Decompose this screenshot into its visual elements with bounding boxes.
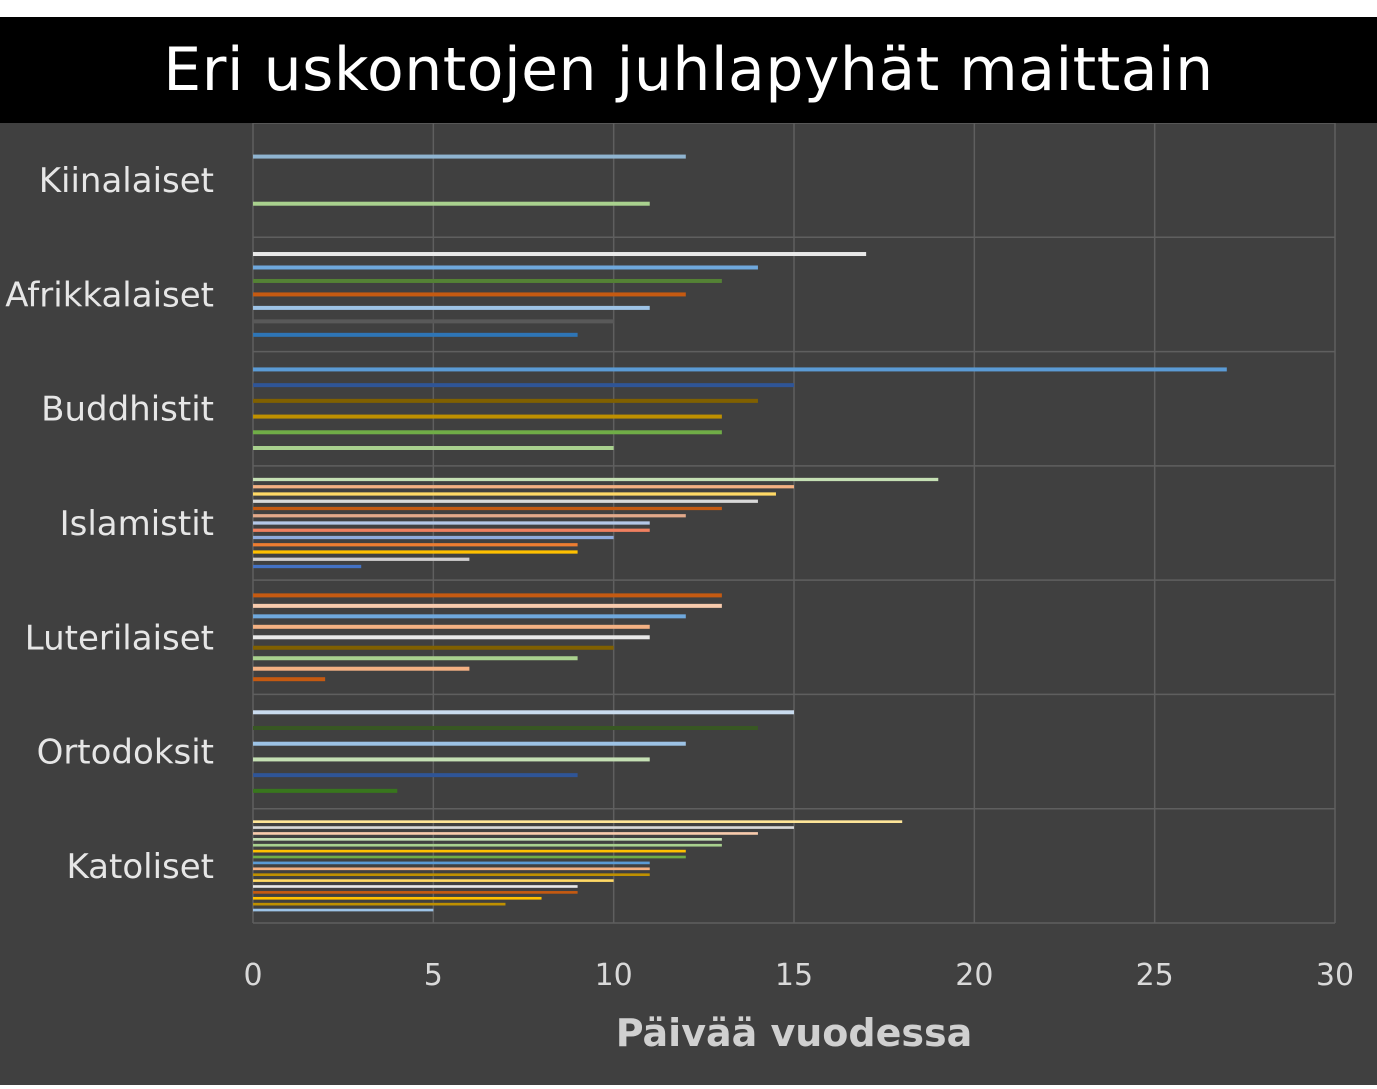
bar <box>253 292 686 297</box>
bar-group-luterilaiset <box>253 593 722 682</box>
bar-group-islamistit <box>253 477 939 569</box>
bar <box>253 757 650 762</box>
category-label: Afrikkalaiset <box>5 275 214 315</box>
bar <box>253 430 722 435</box>
bar <box>253 528 650 532</box>
bar <box>253 891 578 894</box>
category-label: Luterilaiset <box>25 618 214 658</box>
x-tick-label: 15 <box>775 958 813 993</box>
bar <box>253 902 506 906</box>
category-labels: Kiinalaiset Afrikkalaiset Buddhistit Islami… <box>5 161 214 887</box>
bar <box>253 446 614 450</box>
bar <box>253 908 434 912</box>
bar <box>253 398 758 403</box>
category-label: Ortodoksit <box>37 733 214 773</box>
bar <box>253 832 758 835</box>
bar <box>253 656 578 661</box>
bars <box>253 154 1227 912</box>
bar <box>253 788 398 793</box>
x-tick-label: 0 <box>243 958 262 993</box>
bar <box>253 514 686 518</box>
bar <box>253 826 794 829</box>
bar <box>253 645 614 650</box>
bar <box>253 614 686 619</box>
bar <box>253 635 650 640</box>
bar <box>253 154 686 159</box>
bar <box>253 849 686 853</box>
bar <box>253 879 614 882</box>
bar <box>253 492 776 496</box>
title-bar: Eri uskontojen juhlapyhät maittain <box>0 17 1377 123</box>
bar-group-buddhistit <box>253 367 1227 450</box>
bar <box>253 861 650 865</box>
chart-title: Eri uskontojen juhlapyhät maittain <box>163 35 1214 105</box>
chart-area: Kiinalaiset Afrikkalaiset Buddhistit Islami… <box>0 123 1377 1085</box>
bar <box>253 820 903 823</box>
bar <box>253 843 722 847</box>
category-label: Katoliset <box>66 847 214 887</box>
x-tick-label: 5 <box>424 958 443 993</box>
bar <box>253 726 758 730</box>
bar <box>253 564 362 569</box>
x-axis-ticks: 0 5 10 15 20 25 30 <box>243 958 1354 993</box>
bar <box>253 543 578 547</box>
bar <box>253 677 326 682</box>
bar <box>253 521 650 525</box>
bar <box>253 485 794 489</box>
grid-lines <box>252 123 1336 924</box>
x-tick-label: 20 <box>955 958 993 993</box>
bar <box>253 624 650 629</box>
bar <box>253 593 722 598</box>
bar <box>253 278 722 283</box>
bar <box>253 252 867 257</box>
bar <box>253 873 650 877</box>
bar <box>253 265 758 270</box>
bar <box>253 506 722 511</box>
bar <box>253 838 722 841</box>
bar <box>253 666 470 671</box>
bar <box>253 867 650 871</box>
x-axis-label: Päivää vuodessa <box>616 1011 973 1055</box>
bar <box>253 383 794 388</box>
bar-group-ortodoksit <box>253 710 794 793</box>
bar <box>253 741 686 746</box>
bar-group-afrikkalaiset <box>253 252 867 337</box>
bar <box>253 477 939 482</box>
bar <box>253 332 578 337</box>
bar <box>253 885 578 888</box>
bar <box>253 557 470 561</box>
bar <box>253 896 542 900</box>
bar-group-katoliset <box>253 820 903 912</box>
bar <box>253 773 578 778</box>
bar-chart: Kiinalaiset Afrikkalaiset Buddhistit Islami… <box>5 123 1354 1055</box>
bar-group-kiinalaiset <box>253 154 686 206</box>
category-label: Kiinalaiset <box>39 161 214 201</box>
bar <box>253 550 578 554</box>
x-tick-label: 25 <box>1136 958 1174 993</box>
bar <box>253 535 614 540</box>
bar <box>253 603 722 608</box>
bar <box>253 499 758 503</box>
category-label: Islamistit <box>60 504 214 544</box>
bar <box>253 367 1227 372</box>
bar <box>253 710 794 715</box>
bar <box>253 305 650 310</box>
bar <box>253 414 722 419</box>
bar <box>253 319 614 324</box>
bar <box>253 201 650 206</box>
bar <box>253 855 686 859</box>
x-tick-label: 30 <box>1316 958 1354 993</box>
x-tick-label: 10 <box>595 958 633 993</box>
category-label: Buddhistit <box>41 390 214 430</box>
